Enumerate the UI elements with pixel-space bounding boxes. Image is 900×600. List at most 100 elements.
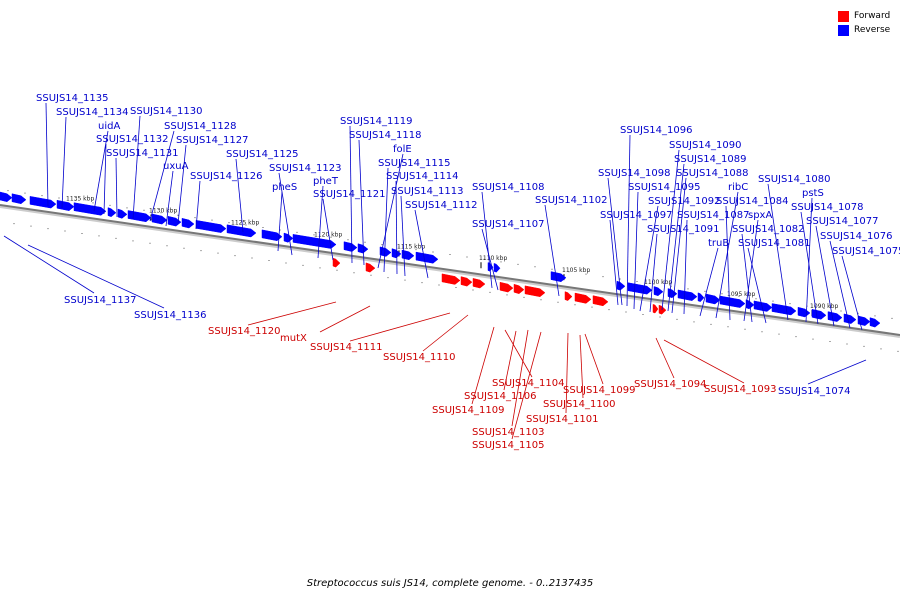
forward-leader — [511, 329, 529, 427]
forward-gene-label: SSUJS14_1109 — [432, 405, 505, 416]
forward-leader — [504, 329, 533, 378]
legend-forward: Forward — [838, 9, 890, 23]
reverse-leader — [177, 144, 187, 225]
legend-forward-label: Forward — [854, 11, 891, 21]
reverse-gene-label: SSUJS14_1132 — [96, 134, 169, 145]
reverse-gene-label: SSUJS14_1115 — [378, 158, 451, 169]
tick-label: 1115 kbp — [397, 243, 425, 250]
reverse-leader — [317, 185, 324, 259]
reverse-gene-label: SSUJS14_1121 — [313, 189, 386, 200]
forward-gene-label: mutX — [280, 333, 307, 344]
reverse-leader — [358, 139, 365, 266]
forward-gene-label: SSUJS14_1106 — [464, 391, 537, 402]
tick-label: 1095 kbp — [727, 291, 755, 298]
forward-gene-label: SSUJS14_1111 — [310, 342, 383, 353]
reverse-gene-label: SSUJS14_1096 — [620, 125, 693, 136]
reverse-leader — [115, 157, 118, 218]
forward-gene — [499, 281, 514, 293]
reverse-leader — [661, 149, 680, 311]
reverse-leader — [800, 211, 819, 325]
forward-gene-label: SSUJS14_1104 — [492, 378, 565, 389]
reverse-gene — [73, 202, 107, 216]
forward-leader — [471, 326, 495, 405]
backbone-line — [0, 204, 900, 336]
reverse-gene-label: SSUJS14_1123 — [269, 163, 342, 174]
reverse-leader — [27, 244, 165, 309]
forward-gene — [524, 285, 546, 297]
reverse-gene — [697, 292, 705, 302]
reverse-gene — [151, 213, 168, 225]
reverse-gene-label: SSUJS14_1137 — [64, 295, 137, 306]
reverse-gene-label: truB — [708, 238, 729, 249]
forward-gene — [592, 295, 609, 307]
reverse-gene-label: SSUJS14_1095 — [628, 182, 701, 193]
reverse-gene-label: uidA — [98, 121, 120, 132]
tick-label: 1135 kbp — [66, 196, 94, 203]
reverse-gene — [797, 306, 811, 318]
reverse-leader — [807, 359, 867, 385]
tick-label: 1090 kbp — [810, 303, 838, 310]
tick-label: 1100 kbp — [644, 279, 672, 286]
reverse-leader — [649, 233, 658, 313]
reverse-gene-label: SSUJS14_1118 — [349, 130, 422, 141]
reverse-gene-label: SSUJS14_1098 — [598, 168, 671, 179]
reverse-leader — [414, 209, 429, 279]
reverse-gene-label: SSUJS14_1113 — [391, 186, 464, 197]
reverse-gene-label: pheS — [272, 182, 297, 193]
reverse-gene-label: SSUJS14_1089 — [674, 154, 747, 165]
reverse-leader — [400, 195, 406, 277]
reverse-gene-label: SSUJS14_1078 — [791, 202, 864, 213]
forward-gene — [460, 276, 473, 287]
forward-leader — [584, 333, 604, 385]
reverse-gene-label: SSUJS14_1090 — [669, 140, 742, 151]
reverse-leader — [395, 180, 398, 275]
reverse-gene-label: SSUJS14_1082 — [732, 224, 805, 235]
reverse-leader — [165, 170, 174, 227]
reverse-gene — [869, 317, 881, 328]
reverse-gene-label: SSUJS14_1075 — [832, 246, 900, 257]
forward-leader — [565, 332, 569, 414]
reverse-leader — [3, 235, 95, 294]
forward-gene — [658, 304, 667, 315]
forward-leader — [319, 305, 371, 333]
tick-label: 1125 kbp — [231, 219, 259, 226]
reverse-gene-label: SSUJS14_1119 — [340, 116, 413, 127]
reverse-leader — [149, 130, 175, 222]
reverse-gene — [56, 199, 75, 211]
reverse-leader — [349, 125, 353, 264]
reverse-leader — [481, 228, 499, 291]
reverse-gene-label: SSUJS14_1084 — [716, 196, 789, 207]
legend: Forward Reverse — [838, 9, 890, 37]
reverse-gene-label: SSUJS14_1130 — [130, 106, 203, 117]
reverse-gene — [127, 210, 152, 223]
reverse-leader — [195, 180, 201, 230]
reverse-gene-label: SSUJS14_1108 — [472, 182, 545, 193]
reverse-gene — [827, 311, 843, 322]
reverse-gene — [343, 241, 358, 252]
reverse-leader — [633, 191, 639, 310]
reverse-gene-label: SSUJS14_1127 — [176, 135, 249, 146]
reverse-leader — [741, 233, 753, 323]
reverse-gene — [843, 313, 857, 324]
reverse-gene-label: SSUJS14_1126 — [190, 171, 263, 182]
reverse-leader — [132, 115, 141, 220]
reverse-gene — [753, 300, 773, 312]
reverse-gene-label: SSUJS14_1128 — [164, 121, 237, 132]
reverse-leader — [767, 183, 789, 321]
genome-caption: Streptococcus suis JS14, complete genome… — [306, 578, 594, 589]
reverse-gene-label: SSUJS14_1074 — [778, 386, 851, 397]
reverse-leader — [671, 177, 687, 314]
reverse-gene-label: SSUJS14_1081 — [738, 238, 811, 249]
reverse-gene-label: SSUJS14_1136 — [134, 310, 207, 321]
forward-gene-label: SSUJS14_1103 — [472, 427, 545, 438]
reverse-gene — [550, 271, 567, 283]
reverse-leader — [715, 191, 739, 319]
forward-gene — [441, 273, 461, 285]
reverse-leader — [609, 219, 619, 306]
reverse-leader — [815, 225, 835, 327]
forward-leader — [349, 312, 451, 342]
reverse-leader — [377, 153, 404, 269]
reverse-gene — [811, 308, 827, 320]
reverse-gene-label: SSUJS14_1102 — [535, 195, 608, 206]
